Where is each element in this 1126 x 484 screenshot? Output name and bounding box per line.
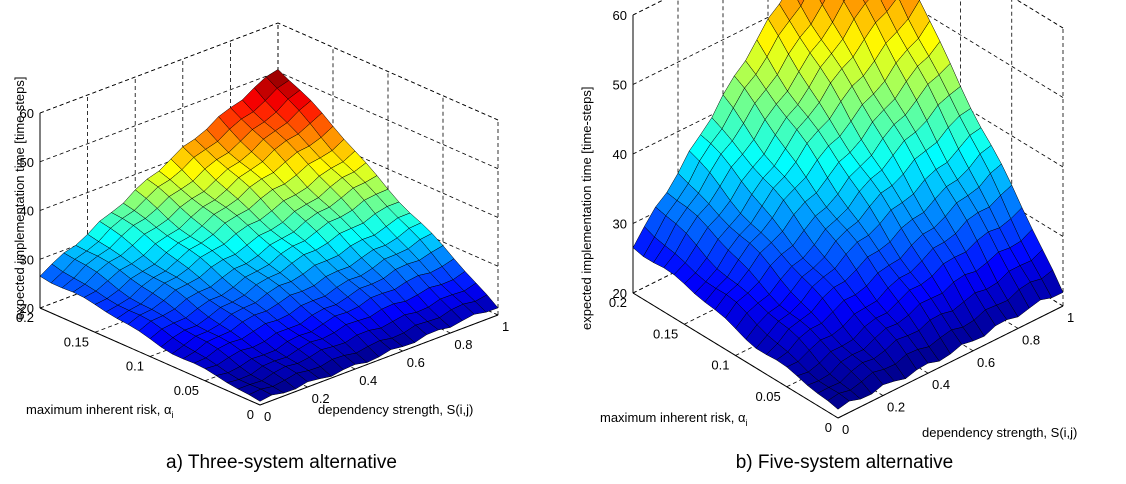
z-axis-label: expected implementation time [time-steps… bbox=[12, 77, 27, 321]
surface-patch bbox=[827, 392, 850, 410]
y-tick-label: 0.05 bbox=[755, 389, 780, 404]
z-tick-label: 20 bbox=[613, 286, 627, 301]
z-tick-label: 30 bbox=[20, 252, 34, 267]
y-tick-label: 0.2 bbox=[609, 295, 627, 310]
x-tick-label: 0.6 bbox=[407, 355, 425, 370]
y-tick-label: 0 bbox=[825, 420, 832, 435]
chart-panel-a: 0 0.2 0.4 0.6 0.8 1 0 0.05 0.1 0.15 0.2 20 30 40 50 60 d… bbox=[12, 22, 509, 473]
y-tick-label: 0 bbox=[247, 407, 254, 422]
surface-plot-b: 00.20.40.60.8100.050.10.150.22030405060d… bbox=[579, 0, 1077, 440]
y-axis-label: maximum inherent risk, αi bbox=[600, 410, 748, 428]
z-tick-label: 60 bbox=[20, 106, 34, 121]
x-tick-label: 0.2 bbox=[312, 391, 330, 406]
z-axis-label: expected implementation time [time-steps… bbox=[579, 87, 594, 331]
x-tick-label: 0.6 bbox=[977, 355, 995, 370]
surface-patch bbox=[819, 0, 826, 6]
surface bbox=[632, 0, 1064, 410]
surface-patch bbox=[862, 0, 869, 4]
z-tick-label: 30 bbox=[613, 217, 627, 232]
y-axis-label-subscript: i bbox=[746, 418, 748, 428]
surface bbox=[39, 69, 499, 402]
z-tick-label: 50 bbox=[20, 155, 34, 170]
z-tick-label: 50 bbox=[613, 78, 627, 93]
surface-plot-a: 00.20.40.60.8100.050.10.150.22030405060d… bbox=[12, 22, 509, 424]
chart-panel-b: 0 0.2 0.4 0.6 0.8 1 0 0.05 0.1 0.15 0.2 20 30 40 50 60 d… bbox=[563, 0, 1126, 484]
x-tick-label: 0 bbox=[264, 409, 271, 424]
y-tick-label: 0.15 bbox=[64, 334, 89, 349]
x-tick-label: 0 bbox=[842, 422, 849, 437]
y-tick-label: 0.1 bbox=[711, 358, 729, 373]
x-tick-label: 0.4 bbox=[932, 377, 950, 392]
z-tick-label: 20 bbox=[20, 301, 34, 316]
y-tick-label: 0.1 bbox=[126, 359, 144, 374]
y-tick-label: 0.2 bbox=[16, 310, 34, 325]
z-tick-label: 40 bbox=[20, 204, 34, 219]
x-tick-label: 0.8 bbox=[454, 337, 472, 352]
x-tick-label: 1 bbox=[1067, 310, 1074, 325]
surface-patch bbox=[797, 0, 805, 7]
x-tick-label: 0.4 bbox=[359, 373, 377, 388]
y-axis-label-main: maximum inherent risk, α bbox=[600, 410, 746, 425]
y-axis-label-main: maximum inherent risk, α bbox=[26, 402, 172, 417]
z-tick-label: 40 bbox=[613, 147, 627, 162]
x-axis-label: dependency strength, S(i,j) bbox=[318, 402, 473, 417]
y-axis-label-subscript: i bbox=[172, 410, 174, 420]
x-tick-label: 0.2 bbox=[887, 400, 905, 415]
x-tick-label: 0.8 bbox=[1022, 332, 1040, 347]
chart-caption-b: b) Five-system alternative bbox=[735, 452, 954, 473]
y-axis-label: maximum inherent risk, αi bbox=[26, 402, 174, 420]
y-tick-label: 0.05 bbox=[174, 383, 199, 398]
x-tick-label: 1 bbox=[502, 319, 509, 334]
z-tick-label: 60 bbox=[613, 8, 627, 23]
surface-patch bbox=[248, 388, 273, 402]
x-axis-label: dependency strength, S(i,j) bbox=[922, 425, 1077, 440]
y-tick-label: 0.15 bbox=[653, 326, 678, 341]
chart-caption-a: a) Three-system alternative bbox=[166, 452, 397, 473]
